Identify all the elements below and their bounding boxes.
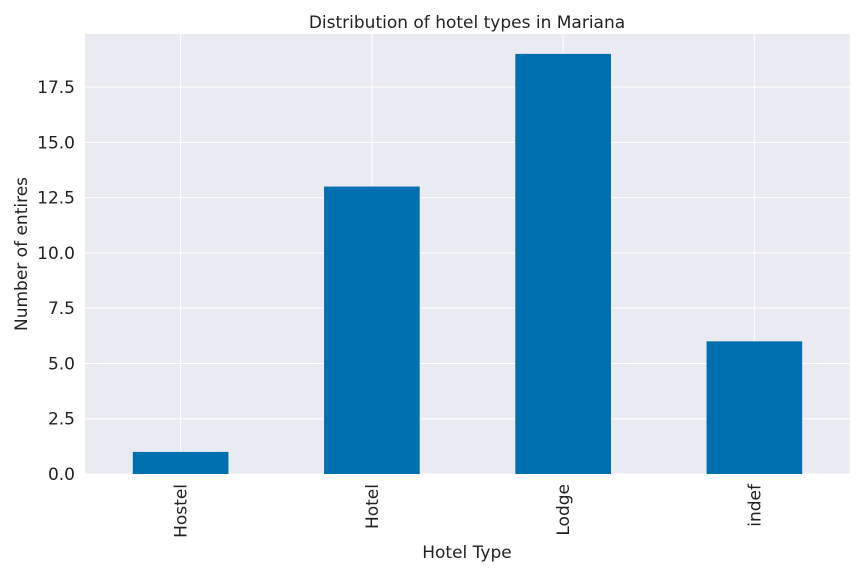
y-tick-label: 10.0 [37,244,75,264]
bar-hotel [324,186,420,475]
x-tick-label: Hotel [363,484,383,529]
y-tick-label: 17.5 [37,78,75,98]
bars [132,53,803,475]
bar-lodge [515,53,611,474]
y-tick-label: 0.0 [48,465,75,485]
y-tick-label: 7.5 [48,299,75,319]
chart-title: Distribution of hotel types in Mariana [309,13,625,33]
bar-indef [706,341,803,474]
y-tick-label: 5.0 [48,354,75,374]
bar-hostel [132,451,229,474]
x-tick-label: Lodge [554,484,574,536]
y-tick-label: 12.5 [37,189,75,209]
x-axis-label: Hotel Type [422,543,511,563]
y-tick-label: 2.5 [48,410,75,430]
y-tick-labels: 0.0 2.5 5.0 7.5 10.0 12.5 15.0 17.5 [37,78,75,485]
y-tick-label: 15.0 [37,133,75,153]
x-tick-labels: Hostel Hotel Lodge indef [172,483,766,538]
x-tick-label: Hostel [172,484,192,538]
x-tick-label: indef [745,483,765,527]
y-axis-label: Number of entires [12,177,32,331]
